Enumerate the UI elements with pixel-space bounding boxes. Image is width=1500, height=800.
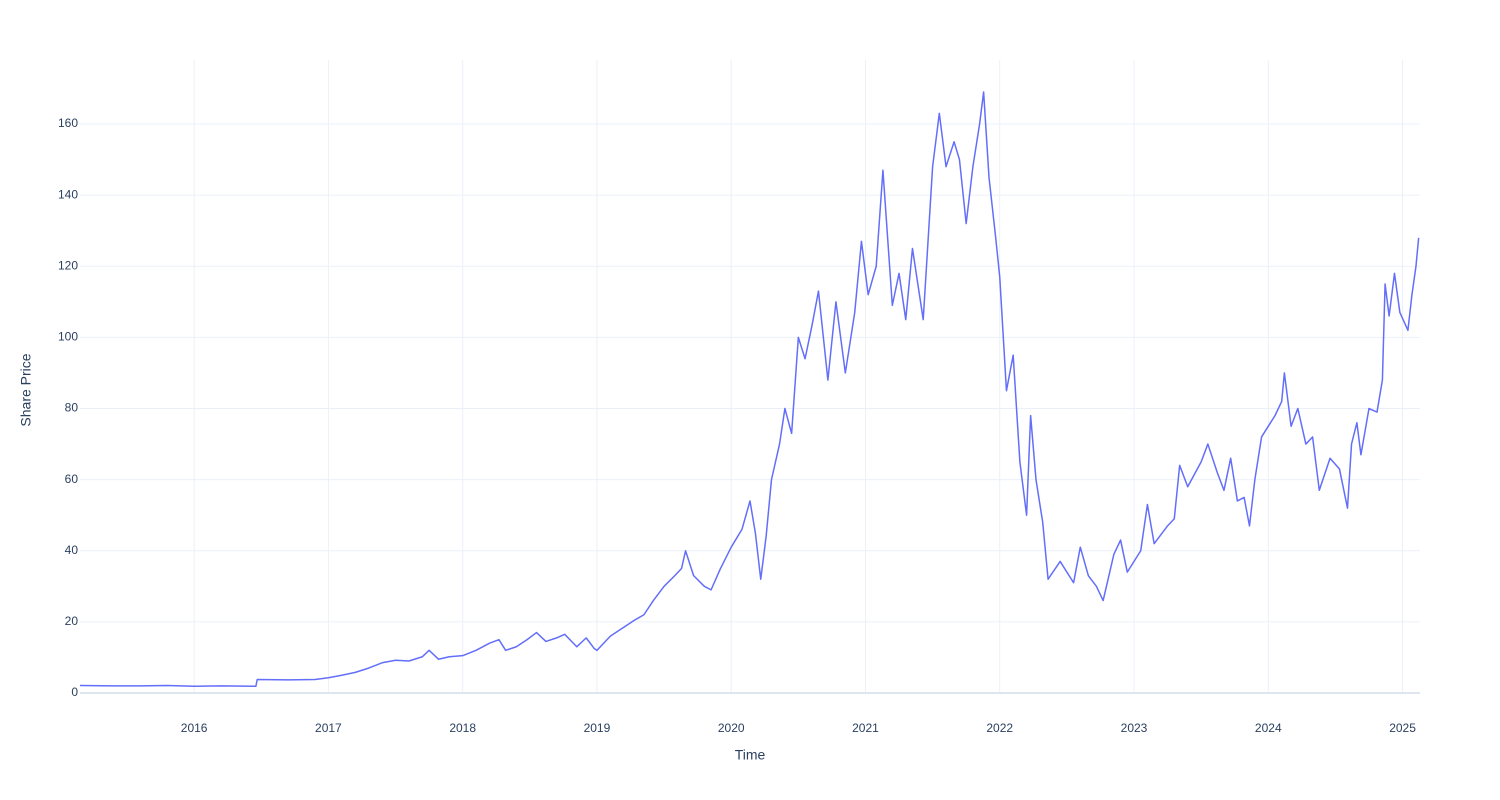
y-tick-label: 100 bbox=[58, 330, 78, 344]
x-tick-label: 2021 bbox=[852, 721, 879, 735]
y-tick-label: 0 bbox=[71, 685, 78, 699]
y-tick-label: 20 bbox=[65, 614, 79, 628]
x-tick-label: 2019 bbox=[584, 721, 611, 735]
x-tick-label: 2018 bbox=[449, 721, 476, 735]
x-tick-label: 2016 bbox=[181, 721, 208, 735]
x-tick-label: 2025 bbox=[1389, 721, 1416, 735]
y-tick-label: 60 bbox=[65, 472, 79, 486]
x-tick-label: 2022 bbox=[986, 721, 1013, 735]
price-line bbox=[79, 91, 1420, 687]
y-tick-label: 140 bbox=[58, 187, 78, 201]
x-tick-label: 2017 bbox=[315, 721, 342, 735]
y-axis-title: Share Price bbox=[18, 353, 34, 426]
y-tick-label: 120 bbox=[58, 258, 78, 272]
x-tick-label: 2020 bbox=[718, 721, 745, 735]
x-axis-title: Time bbox=[735, 747, 766, 763]
y-tick-label: 40 bbox=[65, 543, 79, 557]
y-tick-label: 160 bbox=[58, 116, 78, 130]
x-tick-label: 2023 bbox=[1121, 721, 1148, 735]
x-tick-label: 2024 bbox=[1255, 721, 1282, 735]
y-tick-label: 80 bbox=[65, 401, 79, 415]
